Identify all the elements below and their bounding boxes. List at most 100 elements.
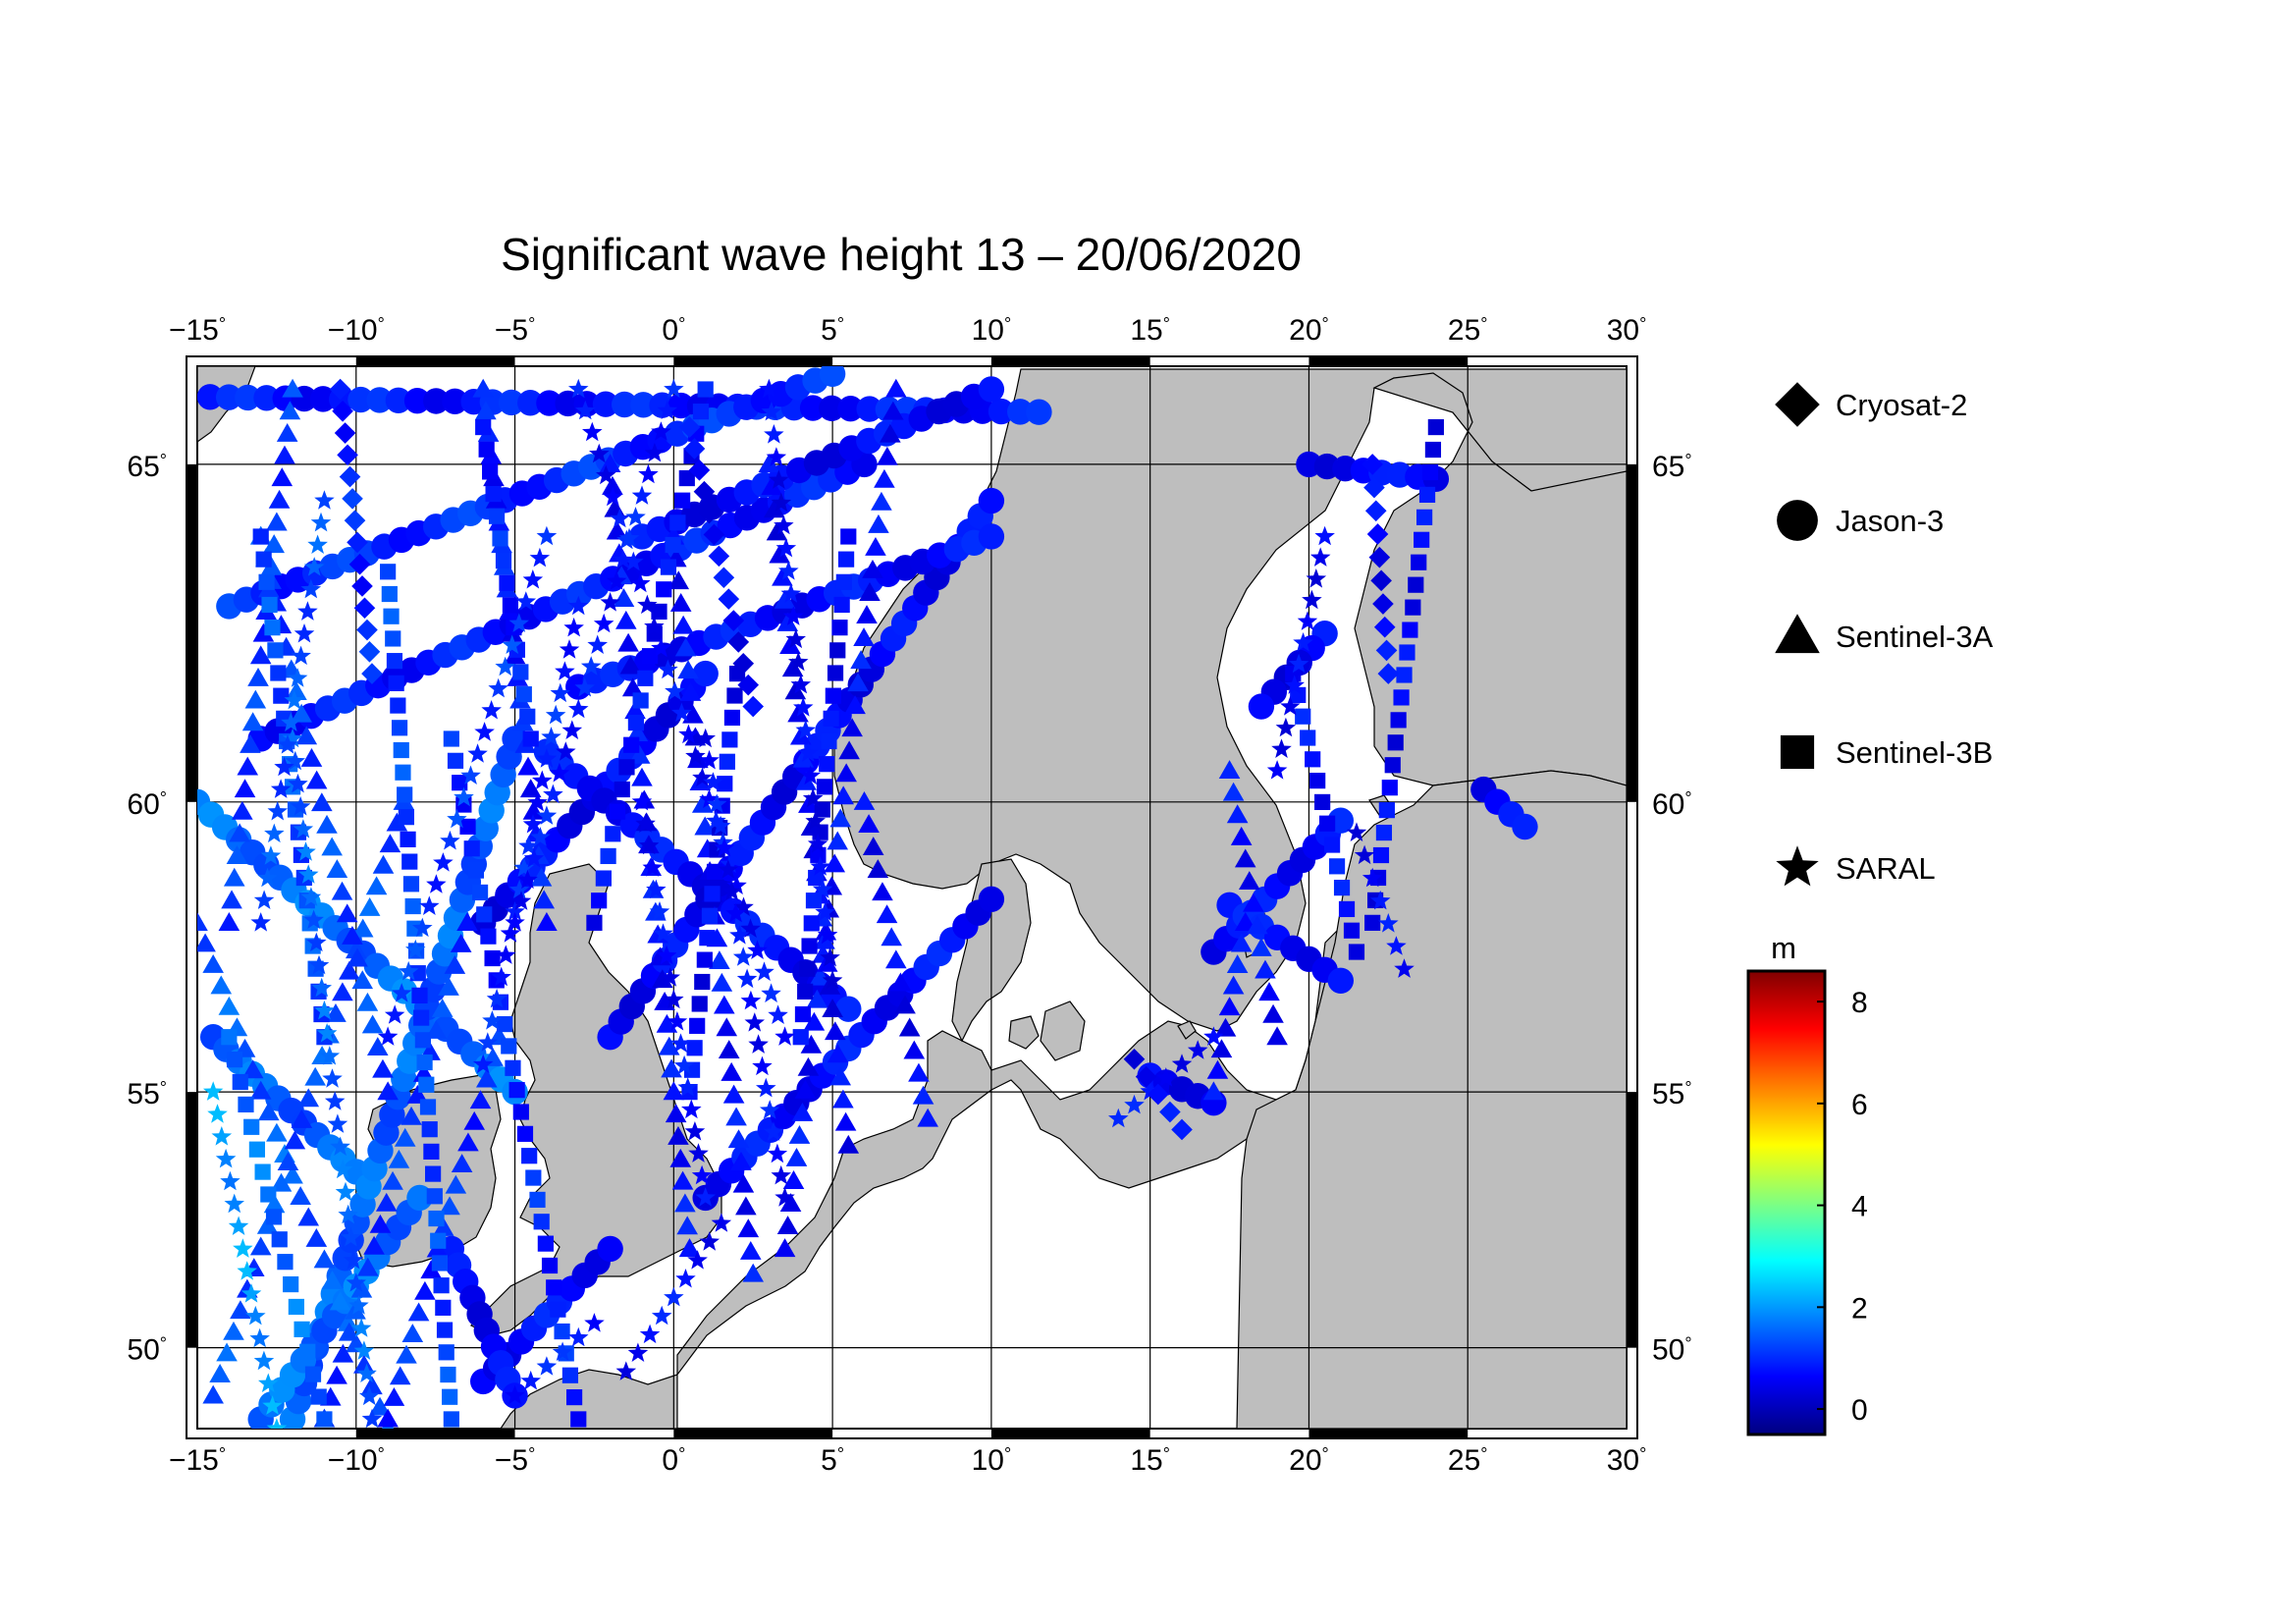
track-square-marker <box>478 441 495 458</box>
track-star-marker <box>359 1385 380 1406</box>
track-square-marker <box>1408 576 1424 593</box>
track-triangle-marker <box>372 854 395 874</box>
track-star-marker <box>747 940 768 959</box>
track-square-marker <box>386 653 403 670</box>
track-star-marker <box>675 1269 696 1288</box>
track-triangle-marker <box>917 1108 938 1127</box>
track-triangle-marker <box>621 677 644 697</box>
track-square-marker <box>508 1082 525 1099</box>
track-triangle-marker <box>624 700 646 720</box>
track-star-marker <box>1314 525 1335 546</box>
track-square-marker <box>1364 914 1381 931</box>
track-triangle-marker <box>615 610 637 629</box>
track-diamond-marker <box>353 597 376 620</box>
track-circle-marker <box>597 1235 623 1263</box>
track-star-marker <box>541 727 561 746</box>
track-square-marker <box>792 1029 809 1046</box>
track-square-marker <box>721 731 738 748</box>
track-star-marker <box>790 674 811 694</box>
track-star-marker <box>505 900 525 921</box>
track-star-marker <box>220 1170 240 1191</box>
track-square-marker <box>1390 712 1407 729</box>
track-triangle-marker <box>401 1324 424 1343</box>
track-circle-marker <box>835 996 862 1022</box>
track-triangle-marker <box>1222 782 1245 801</box>
track-star-marker <box>454 786 474 807</box>
track-diamond-marker <box>718 588 740 610</box>
track-star-marker <box>1309 547 1331 567</box>
track-star-marker <box>233 1238 253 1258</box>
track-star-marker <box>761 401 782 421</box>
track-star-marker <box>281 712 301 731</box>
track-diamond-marker <box>727 631 750 653</box>
track-triangle-marker <box>867 859 889 879</box>
track-triangle-marker <box>856 605 878 623</box>
track-square-marker <box>522 730 539 747</box>
track-square-marker <box>533 1214 550 1230</box>
track-star-marker <box>720 853 740 873</box>
track-star-marker <box>764 424 784 444</box>
track-star-marker <box>703 772 723 791</box>
track-square-marker <box>837 551 855 568</box>
track-triangle-marker <box>730 1151 752 1170</box>
track-diamond-marker <box>1123 1048 1146 1070</box>
track-diamond-marker <box>334 422 356 444</box>
track-star-marker <box>1293 632 1313 652</box>
track-square-marker <box>565 1389 583 1406</box>
legend-star-icon <box>1776 845 1819 887</box>
track-square-marker <box>425 1165 442 1182</box>
track-star-marker <box>505 912 525 932</box>
track-square-marker <box>614 781 630 798</box>
track-triangle-marker <box>1202 1081 1225 1101</box>
lon-tick-label-bottom: 25° <box>1448 1444 1488 1477</box>
track-square-marker <box>463 840 480 857</box>
track-star-marker <box>623 551 644 571</box>
track-star-marker <box>639 1324 661 1344</box>
frame-bar-right <box>1627 463 1637 802</box>
track-star-marker <box>812 879 833 898</box>
track-square-marker <box>1421 463 1439 481</box>
track-square-marker <box>692 404 710 420</box>
track-triangle-marker <box>1243 893 1264 912</box>
map-title: Significant wave height 13 – 20/06/2020 <box>501 229 1302 280</box>
track-triangle-marker <box>305 770 328 789</box>
track-triangle-marker <box>658 1036 680 1055</box>
track-triangle-marker <box>1214 1017 1237 1037</box>
track-triangle-marker <box>304 1066 326 1086</box>
track-star-marker <box>306 932 327 952</box>
track-star-marker <box>766 447 787 466</box>
track-star-marker <box>631 485 653 505</box>
legend-square-icon <box>1780 734 1815 770</box>
track-square-marker <box>829 642 846 659</box>
track-star-marker <box>699 788 720 809</box>
track-triangle-marker <box>284 1130 306 1150</box>
track-star-marker <box>584 1313 605 1332</box>
track-triangle-marker <box>271 467 294 487</box>
lon-tick-label-top: 25° <box>1448 314 1488 347</box>
colorbar-tick-label: 2 <box>1851 1292 1868 1325</box>
track-star-marker <box>513 857 535 877</box>
track-star-marker <box>343 1250 364 1270</box>
track-triangle-marker <box>432 1217 454 1236</box>
track-triangle-marker <box>684 727 707 746</box>
degree-symbol: ° <box>528 314 535 334</box>
track-triangle-marker <box>1222 975 1245 995</box>
track-triangle-marker <box>665 1104 687 1123</box>
track-star-marker <box>291 645 311 666</box>
track-star-marker <box>754 961 774 981</box>
lon-tick-label-top: 0° <box>662 314 685 347</box>
track-square-marker <box>435 1299 452 1316</box>
track-square-marker <box>823 710 839 727</box>
track-star-marker <box>266 1418 288 1429</box>
track-triangle-marker <box>297 1088 320 1108</box>
track-star-marker <box>237 1261 257 1280</box>
track-circle-marker <box>1026 399 1052 425</box>
track-star-marker <box>1386 936 1407 955</box>
track-star-marker <box>419 895 440 915</box>
track-diamond-marker <box>703 523 725 546</box>
lon-tick-label-top: −15° <box>169 314 226 347</box>
track-triangle-marker <box>711 972 733 992</box>
track-square-marker <box>632 692 649 709</box>
track-triangle-marker <box>1247 915 1268 935</box>
track-square-marker <box>1411 554 1427 570</box>
